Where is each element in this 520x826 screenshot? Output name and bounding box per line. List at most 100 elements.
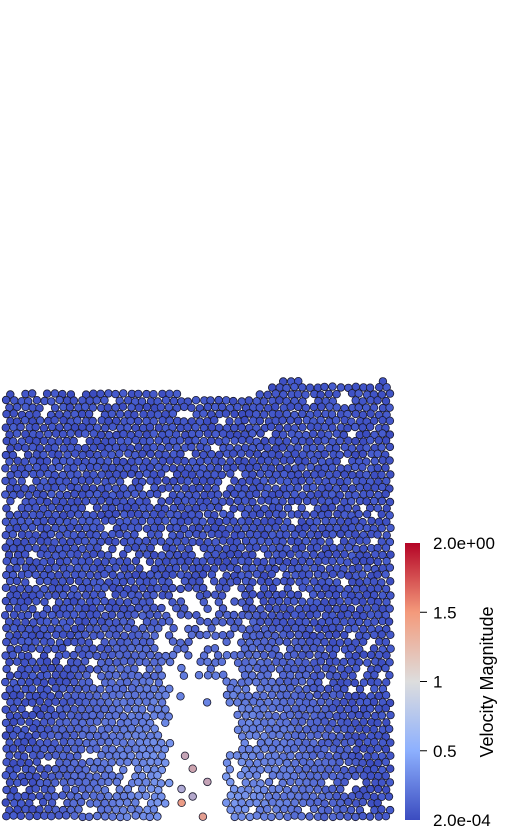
particle xyxy=(196,617,205,626)
particle xyxy=(351,812,360,822)
particle xyxy=(119,617,128,626)
particle xyxy=(78,463,87,472)
particle xyxy=(145,664,154,674)
particle xyxy=(55,584,64,593)
particle xyxy=(130,610,139,619)
particle xyxy=(378,482,387,492)
particle xyxy=(104,603,114,613)
particle xyxy=(104,671,114,680)
particle xyxy=(256,643,266,653)
particle xyxy=(386,738,395,747)
particle xyxy=(84,409,94,419)
particle xyxy=(309,590,318,599)
particle xyxy=(344,757,353,767)
particle xyxy=(104,777,113,787)
particle xyxy=(165,657,175,667)
particle xyxy=(141,750,151,760)
particle xyxy=(66,510,75,519)
particle xyxy=(347,737,356,746)
particle xyxy=(165,617,174,626)
particle xyxy=(312,517,322,526)
particle xyxy=(206,436,216,446)
particle xyxy=(119,765,128,775)
particle xyxy=(80,657,90,666)
particle xyxy=(146,543,155,553)
particle xyxy=(308,751,318,760)
particle xyxy=(280,804,289,814)
particle xyxy=(135,564,144,573)
particle xyxy=(69,463,78,472)
particle xyxy=(316,751,326,760)
particle xyxy=(169,476,178,486)
particle xyxy=(28,657,37,666)
particle xyxy=(381,543,391,552)
particle xyxy=(184,651,193,660)
particle xyxy=(12,764,21,773)
particle xyxy=(21,443,30,453)
particle xyxy=(259,584,269,593)
particle xyxy=(385,430,395,439)
particle xyxy=(381,489,390,499)
particle xyxy=(332,630,341,639)
particle xyxy=(126,510,136,519)
particle xyxy=(309,483,318,492)
particle xyxy=(256,751,265,760)
particle xyxy=(47,397,56,406)
particle xyxy=(50,403,60,412)
particle xyxy=(35,510,45,520)
particle xyxy=(362,470,371,479)
particle xyxy=(62,570,71,579)
particle xyxy=(333,724,342,734)
particle xyxy=(290,610,299,619)
particle xyxy=(180,751,190,760)
particle xyxy=(286,550,295,559)
particle xyxy=(199,543,208,553)
particle xyxy=(348,577,357,587)
particle xyxy=(39,436,49,445)
particle xyxy=(198,812,208,821)
particle xyxy=(154,678,163,687)
particle xyxy=(328,784,337,793)
particle xyxy=(317,402,326,411)
particle xyxy=(172,537,182,546)
particle xyxy=(215,583,224,592)
particle xyxy=(294,778,304,787)
particle xyxy=(320,382,329,392)
particle xyxy=(350,624,359,633)
particle xyxy=(381,463,390,472)
particle xyxy=(283,503,293,513)
particle xyxy=(172,604,181,613)
particle xyxy=(218,536,228,545)
particle xyxy=(347,657,356,666)
particle xyxy=(199,409,208,418)
particle xyxy=(373,396,382,405)
particle xyxy=(169,396,179,406)
particle xyxy=(42,389,52,398)
particle xyxy=(248,564,257,573)
particle xyxy=(133,764,143,774)
particle xyxy=(232,576,242,586)
particle xyxy=(2,623,11,633)
particle xyxy=(153,798,162,807)
particle xyxy=(96,631,105,640)
particle xyxy=(35,496,45,505)
particle xyxy=(137,705,147,714)
particle xyxy=(321,663,330,673)
particle xyxy=(221,409,231,418)
particle xyxy=(363,604,372,613)
particle xyxy=(61,544,71,553)
particle xyxy=(62,704,71,713)
particle xyxy=(219,509,228,519)
particle xyxy=(21,550,30,559)
particle xyxy=(225,765,234,774)
particle xyxy=(335,623,344,633)
particle xyxy=(150,631,159,640)
particle xyxy=(9,409,18,418)
particle xyxy=(145,503,154,512)
particle xyxy=(301,510,311,519)
particle xyxy=(259,476,269,485)
particle xyxy=(141,644,151,654)
particle xyxy=(362,443,371,452)
particle xyxy=(351,491,360,500)
